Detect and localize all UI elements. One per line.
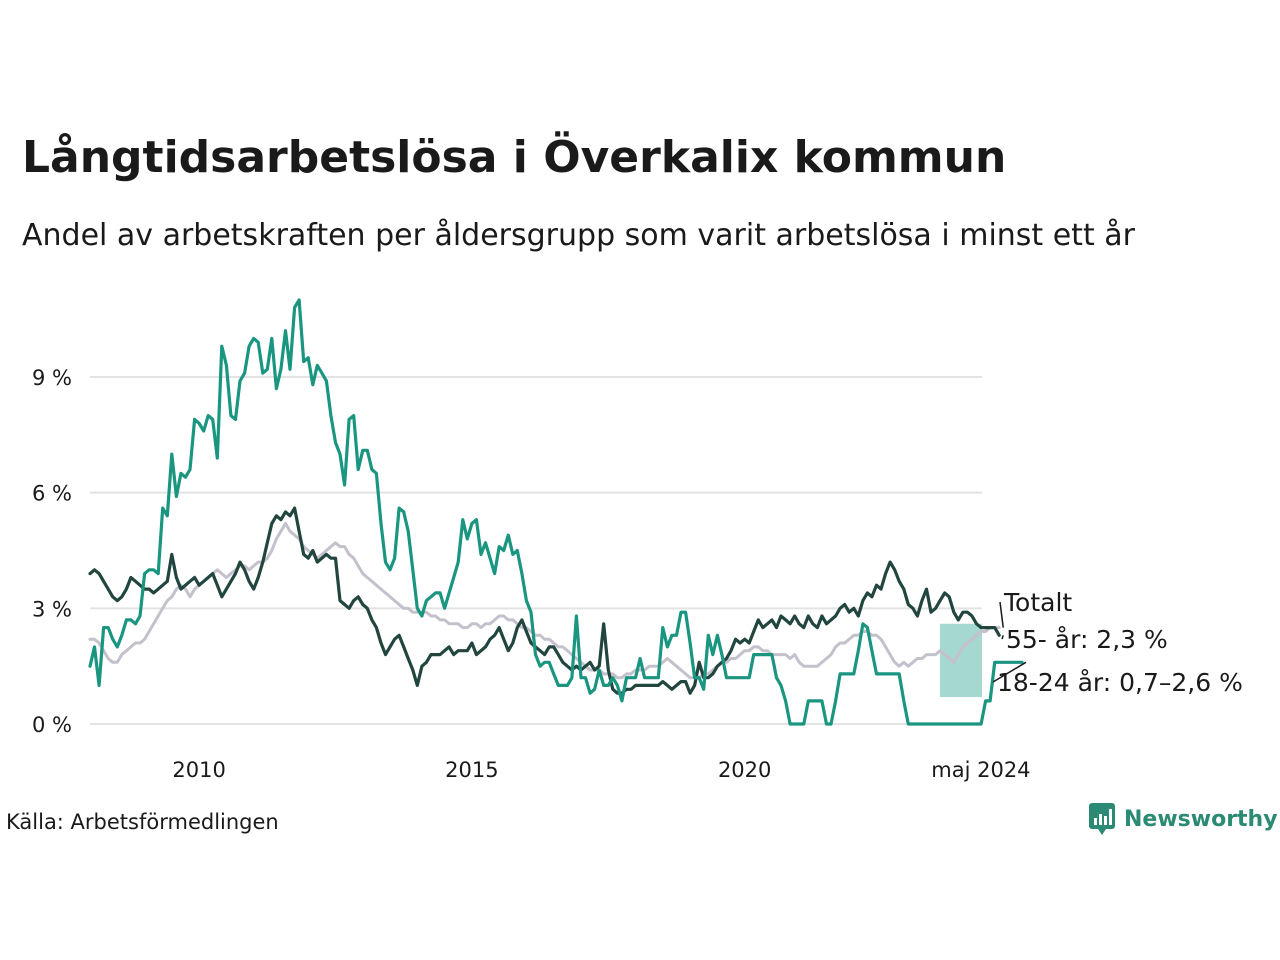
newsworthy-logo-icon bbox=[1089, 803, 1115, 835]
y-tick-label: 6 % bbox=[32, 482, 72, 506]
x-axis-labels: 2010 2015 2020 maj 2024 bbox=[172, 758, 1030, 782]
series-lines bbox=[88, 298, 1024, 726]
y-axis-labels: 0 % 3 % 6 % 9 % bbox=[32, 366, 72, 737]
annotation-leader-senior bbox=[1001, 635, 1004, 640]
chart-title: Långtidsarbetslösa i Överkalix kommun bbox=[22, 132, 1007, 183]
x-tick-label: maj 2024 bbox=[931, 758, 1030, 782]
chart-subtitle: Andel av arbetskraften per åldersgrupp s… bbox=[22, 218, 1135, 253]
series-line-youth bbox=[88, 298, 1024, 726]
source-note: Källa: Arbetsförmedlingen bbox=[6, 810, 279, 834]
x-tick-label: 2010 bbox=[172, 758, 225, 782]
annotation-label-senior: 55- år: 2,3 % bbox=[1006, 625, 1168, 654]
annotation-label-youth: 18-24 år: 0,7–2,6 % bbox=[997, 668, 1243, 697]
end-annotations: Totalt 55- år: 2,3 % 18-24 år: 0,7–2,6 % bbox=[992, 588, 1243, 697]
x-tick-label: 2015 bbox=[445, 758, 498, 782]
y-tick-label: 3 % bbox=[32, 597, 72, 621]
gridlines bbox=[90, 376, 982, 725]
y-tick-label: 9 % bbox=[32, 366, 72, 390]
x-tick-label: 2020 bbox=[718, 758, 771, 782]
series-line-senior bbox=[88, 506, 1001, 695]
annotation-leader-youth bbox=[992, 661, 1027, 683]
brand-name: Newsworthy bbox=[1124, 806, 1278, 832]
annotation-leader-total bbox=[999, 601, 1004, 628]
annotation-label-total: Totalt bbox=[1003, 588, 1072, 617]
brand-logo[interactable]: Newsworthy bbox=[1088, 802, 1278, 836]
y-tick-label: 0 % bbox=[32, 713, 72, 737]
